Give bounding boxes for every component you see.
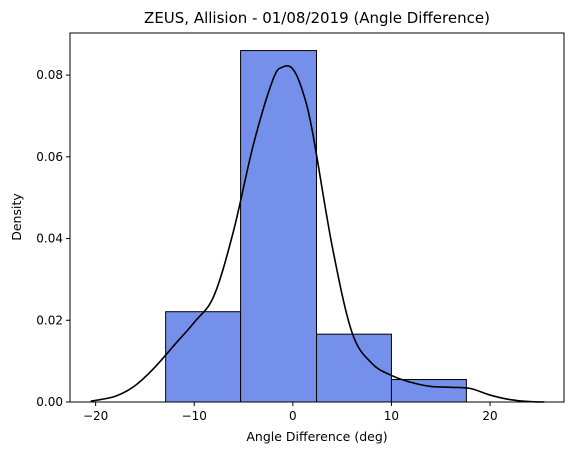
y-axis: 0.00 0.02 0.04 0.06 0.08 [36, 68, 70, 409]
x-tick-label: 10 [384, 409, 399, 423]
x-tick-label: 20 [482, 409, 497, 423]
kde-curve [90, 64, 545, 403]
kde-layer [90, 64, 545, 403]
y-tick-label: 0.08 [36, 68, 63, 82]
bars-layer [165, 50, 467, 403]
x-axis: −20 −10 0 10 20 [83, 402, 498, 423]
x-tick-label: 0 [289, 409, 297, 423]
y-axis-label: Density [9, 193, 24, 241]
histogram-bar-2 [240, 50, 318, 403]
chart-title: ZEUS, Allision - 01/08/2019 (Angle Diffe… [144, 9, 490, 27]
y-tick-label: 0.06 [36, 150, 63, 164]
histogram-bar-3 [316, 333, 392, 403]
histogram-bar-4 [390, 379, 467, 403]
x-tick-label: −20 [83, 409, 108, 423]
x-axis-label: Angle Difference (deg) [246, 429, 387, 444]
plot-frame [69, 32, 565, 403]
y-tick-label: 0.00 [36, 395, 63, 409]
y-tick-label: 0.04 [36, 232, 63, 246]
histogram-bar-1 [165, 311, 242, 403]
x-tick-label: −10 [182, 409, 207, 423]
y-tick-label: 0.02 [36, 313, 63, 327]
